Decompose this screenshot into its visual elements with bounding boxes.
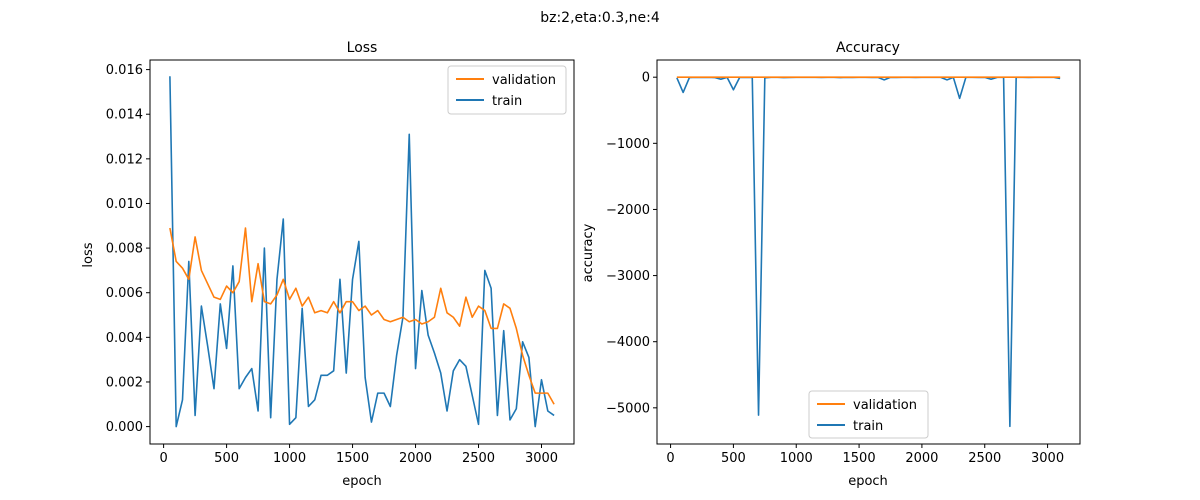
loss-xtick-label: 2000 <box>399 451 432 466</box>
accuracy-legend-validation-label: validation <box>853 398 917 413</box>
accuracy-ytick-label: −3000 <box>606 269 650 284</box>
loss-title: Loss <box>347 40 378 56</box>
loss-ytick-label: 0.016 <box>106 63 143 78</box>
accuracy-legend: validation train <box>808 390 929 439</box>
loss-legend-train-label: train <box>492 94 522 109</box>
loss-ticks-layer: 0 500 1000 1500 2000 2500 3000 0.000 0.002 0.004 0… <box>106 63 558 466</box>
accuracy-legend-train-label: train <box>853 419 883 434</box>
accuracy-xlabel: epoch <box>848 474 888 489</box>
accuracy-xtick-label: 500 <box>721 451 746 466</box>
accuracy-axes-frame <box>656 59 1081 445</box>
loss-validation-series-line <box>169 227 555 405</box>
accuracy-legend-box <box>808 390 929 439</box>
loss-legend-validation-label: validation <box>492 73 556 88</box>
accuracy-ticks-layer: 0 500 1000 1500 2000 2500 3000 −5000 −4000 −3000 −… <box>606 71 1064 466</box>
accuracy-xtick-label: 0 <box>666 451 674 466</box>
loss-ytick-label: 0.010 <box>106 197 143 212</box>
loss-ytick-label: 0.012 <box>106 152 143 167</box>
loss-xtick-label: 3000 <box>525 451 558 466</box>
loss-ytick-label: 0.006 <box>106 286 143 301</box>
accuracy-ylabel: accuracy <box>581 223 596 282</box>
loss-series-layer <box>169 76 555 428</box>
loss-train-series-line <box>169 76 555 428</box>
accuracy-ytick-label: −1000 <box>606 137 650 152</box>
loss-legend: validation train <box>447 65 567 115</box>
loss-ytick-label: 0.002 <box>106 375 143 390</box>
figure-suptitle: bz:2,eta:0.3,ne:4 <box>540 10 660 26</box>
accuracy-ytick-label: −2000 <box>606 203 650 218</box>
loss-xlabel: epoch <box>342 474 382 489</box>
loss-ytick-label: 0.008 <box>106 242 143 257</box>
loss-ytick-label: 0.000 <box>106 420 143 435</box>
accuracy-ytick-label: −4000 <box>606 335 650 350</box>
accuracy-xtick-label: 2000 <box>905 451 938 466</box>
accuracy-ytick-label: −5000 <box>606 401 650 416</box>
loss-xtick-label: 1000 <box>273 451 306 466</box>
accuracy-ytick-label: 0 <box>642 71 650 86</box>
loss-xtick-label: 2500 <box>462 451 495 466</box>
loss-ylabel: loss <box>81 242 96 267</box>
accuracy-xtick-label: 1500 <box>843 451 876 466</box>
accuracy-title: Accuracy <box>836 40 900 56</box>
loss-xtick-label: 500 <box>214 451 239 466</box>
loss-xtick-label: 1500 <box>336 451 369 466</box>
accuracy-series-layer <box>676 76 1061 428</box>
loss-xtick-label: 0 <box>159 451 167 466</box>
accuracy-xtick-label: 1000 <box>780 451 813 466</box>
loss-ytick-label: 0.014 <box>106 108 143 123</box>
accuracy-subplot: Accuracy epoch accuracy 0 500 1000 1500 2000… <box>581 40 1081 489</box>
accuracy-xtick-label: 3000 <box>1031 451 1064 466</box>
accuracy-xtick-label: 2500 <box>968 451 1001 466</box>
loss-ytick-label: 0.004 <box>106 331 143 346</box>
loss-axes-frame <box>149 59 575 445</box>
loss-subplot: Loss epoch loss 0 500 1000 1500 2000 2500 3000… <box>81 40 575 489</box>
